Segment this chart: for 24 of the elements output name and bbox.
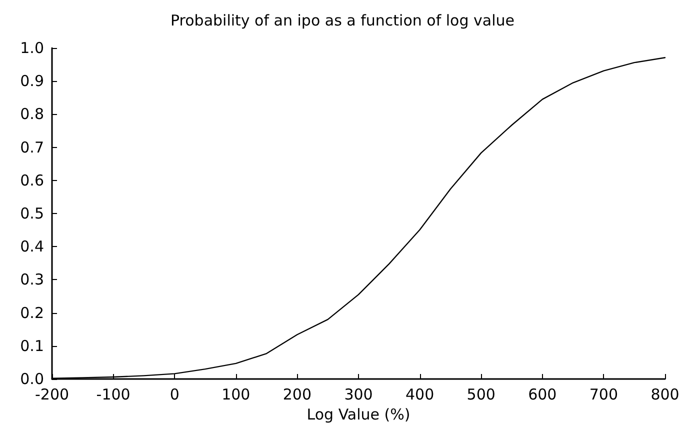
x-tick-label: -100 (96, 386, 130, 404)
x-tick-label: -200 (34, 386, 70, 404)
y-tick-label: 0.7 (20, 138, 44, 156)
y-tick-label: 0.3 (20, 270, 44, 289)
y-tick-label: 1.0 (20, 39, 44, 57)
x-tick-label: 800 (650, 386, 680, 404)
x-axis-title: Log Value (%) (306, 405, 410, 424)
x-tick-label: 700 (589, 386, 618, 404)
x-tick-label: 100 (222, 386, 250, 404)
y-tick-label: 0.1 (20, 336, 44, 355)
x-tick-label: 400 (405, 386, 434, 404)
chart-title: Probability of an ipo as a function of log value (170, 12, 514, 30)
x-tick-label: 300 (344, 386, 373, 404)
x-tick-label: 200 (282, 386, 312, 404)
y-tick-label: 0.6 (20, 171, 44, 190)
y-tick-label: 0.4 (20, 238, 44, 256)
y-tick-label: 0.0 (20, 370, 44, 388)
x-tick-label: 0 (170, 386, 180, 404)
y-tick-label: 0.2 (20, 304, 44, 322)
y-tick-label: 0.9 (20, 72, 44, 90)
x-tick-label: 500 (466, 386, 496, 404)
x-tick-label: 600 (528, 386, 557, 404)
y-tick-label: 0.8 (20, 105, 44, 124)
y-tick-label: 0.5 (20, 204, 44, 222)
